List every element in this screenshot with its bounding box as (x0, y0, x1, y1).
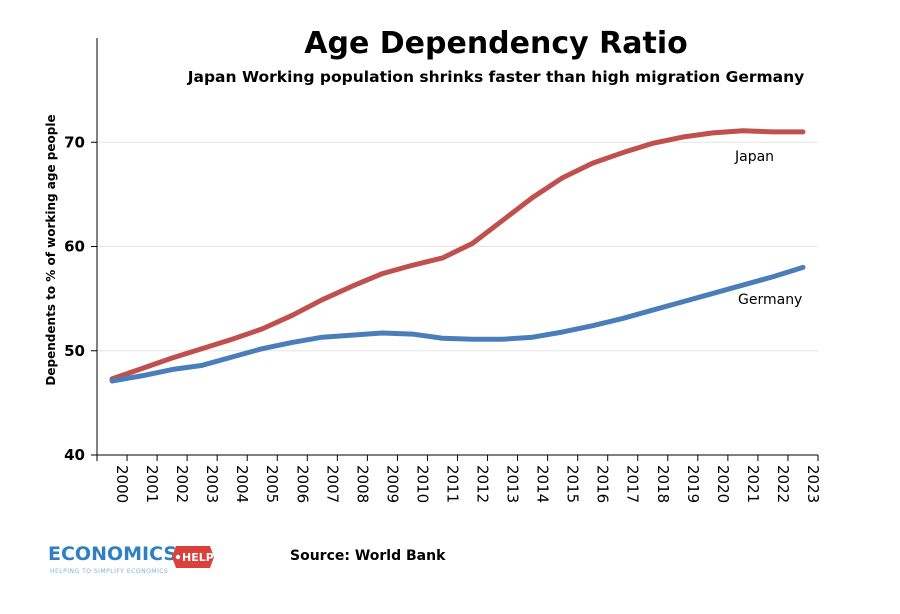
logo-text: ECONOMICS (48, 543, 177, 565)
x-tick-label: 2020 (714, 465, 732, 503)
y-ticks: 40 50 60 70 (64, 133, 97, 464)
data-point-germany (201, 364, 203, 366)
x-tick-label: 2004 (233, 465, 251, 503)
data-point-germany (441, 337, 443, 339)
y-tick-label: 60 (64, 238, 85, 256)
data-point-japan (772, 131, 774, 133)
data-point-germany (111, 380, 113, 382)
x-tick-label: 2009 (383, 465, 401, 503)
data-point-japan (592, 162, 594, 164)
x-ticks: 2000 2001 2002 2003 2004 2005 2006 2007 2008 2009… (96, 455, 822, 503)
series-line-japan (109, 128, 806, 382)
data-point-japan (472, 242, 474, 244)
data-point-germany (381, 332, 383, 334)
data-point-germany (231, 356, 233, 358)
x-tick-label: 2017 (624, 465, 642, 503)
data-point-germany (712, 292, 714, 294)
data-point-japan (141, 367, 143, 369)
data-point-germany (411, 333, 413, 335)
x-tick-label: 2014 (534, 465, 552, 503)
data-point-germany (652, 309, 654, 311)
data-point-japan (261, 328, 263, 330)
data-point-germany (351, 334, 353, 336)
data-point-japan (231, 338, 233, 340)
data-point-germany (141, 375, 143, 377)
data-point-japan (562, 177, 564, 179)
data-point-germany (472, 338, 474, 340)
data-point-japan (411, 264, 413, 266)
data-point-japan (201, 348, 203, 350)
logo: ECONOMICS HELP HELPING TO SIMPLIFY ECONO… (48, 543, 214, 575)
data-point-japan (291, 314, 293, 316)
logo-tagline: HELPING TO SIMPLIFY ECONOMICS (50, 568, 168, 575)
data-point-japan (682, 136, 684, 138)
data-point-germany (291, 341, 293, 343)
data-point-germany (622, 317, 624, 319)
data-point-germany (171, 369, 173, 371)
source-note: Source: World Bank (290, 548, 446, 564)
data-point-germany (502, 338, 504, 340)
data-point-germany (592, 325, 594, 327)
logo-badge: HELP (182, 551, 214, 564)
data-point-japan (532, 197, 534, 199)
data-point-germany (321, 336, 323, 338)
data-point-japan (502, 219, 504, 221)
x-tick-label: 2001 (143, 465, 161, 503)
data-point-japan (321, 299, 323, 301)
x-tick-label: 2013 (504, 465, 522, 503)
data-point-japan (351, 285, 353, 287)
series-label-japan: Japan (734, 149, 774, 165)
data-point-germany (261, 348, 263, 350)
x-tick-label: 2008 (353, 465, 371, 503)
x-tick-label: 2000 (113, 465, 131, 503)
data-point-japan (622, 152, 624, 154)
data-point-germany (802, 266, 804, 268)
x-tick-label: 2011 (443, 465, 461, 503)
x-tick-label: 2006 (293, 465, 311, 503)
data-point-germany (682, 301, 684, 303)
data-point-japan (171, 357, 173, 359)
x-tick-label: 2021 (744, 465, 762, 503)
logo-tag-hole (175, 554, 181, 560)
data-point-japan (712, 132, 714, 134)
x-tick-label: 2023 (804, 465, 822, 503)
series-line-germany (109, 264, 806, 384)
data-point-japan (441, 257, 443, 259)
y-tick-label: 50 (64, 342, 85, 360)
y-tick-label: 70 (64, 133, 85, 151)
series-lines (109, 128, 806, 384)
x-tick-label: 2012 (474, 465, 492, 503)
data-point-japan (652, 142, 654, 144)
x-tick-label: 2007 (323, 465, 341, 503)
x-tick-label: 2022 (774, 465, 792, 503)
data-point-japan (742, 130, 744, 132)
data-point-germany (742, 284, 744, 286)
x-tick-label: 2019 (684, 465, 702, 503)
y-axis-label: Dependents to % of working age people (44, 114, 58, 385)
x-tick-label: 2005 (263, 465, 281, 503)
x-tick-label: 2010 (413, 465, 431, 503)
data-point-germany (532, 336, 534, 338)
x-tick-label: 2002 (173, 465, 191, 503)
x-tick-label: 2003 (203, 465, 221, 503)
series-label-germany: Germany (738, 292, 802, 308)
logo-tag-shape (172, 546, 214, 568)
data-point-japan (802, 131, 804, 133)
x-tick-label: 2015 (564, 465, 582, 503)
data-point-germany (772, 276, 774, 278)
chart-subtitle: Japan Working population shrinks faster … (187, 68, 805, 86)
chart-title: Age Dependency Ratio (304, 26, 687, 61)
grid (97, 141, 818, 352)
data-point-germany (562, 331, 564, 333)
data-point-japan (381, 273, 383, 275)
x-tick-label: 2018 (654, 465, 672, 503)
y-tick-label: 40 (64, 446, 85, 464)
x-tick-label: 2016 (594, 465, 612, 503)
